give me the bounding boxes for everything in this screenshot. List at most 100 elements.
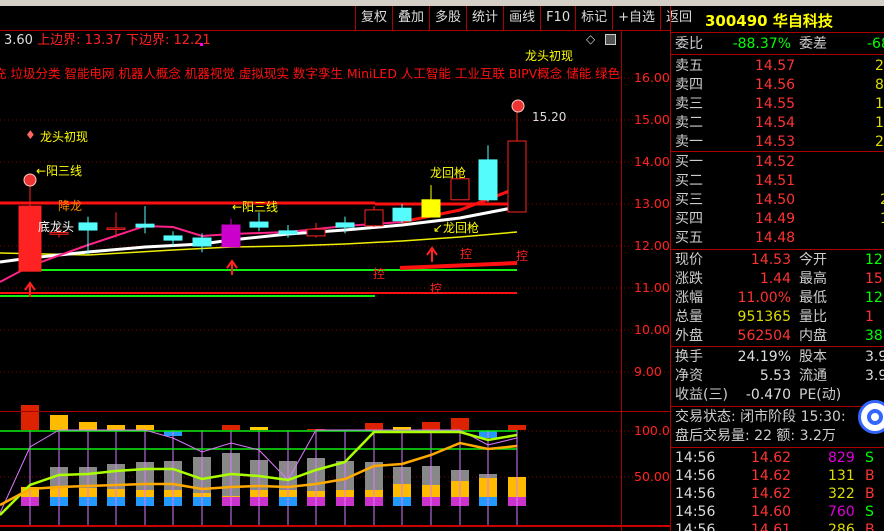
cell: -68 bbox=[867, 36, 884, 52]
buy-row: 买五 14.48 bbox=[675, 229, 884, 248]
cell: 总量 bbox=[675, 309, 703, 325]
lower-bound: 下边界: 12.21 bbox=[125, 33, 211, 48]
indicator-top-bar bbox=[422, 422, 440, 430]
cell: 今开 bbox=[799, 252, 827, 268]
cell: -0.470 bbox=[745, 387, 791, 403]
cell: 951365 bbox=[737, 309, 791, 325]
cell: 3.93 bbox=[865, 368, 884, 384]
high-price-label: 15.20 bbox=[532, 110, 567, 124]
price-axis-label: 12.00 bbox=[634, 238, 670, 253]
tick-row: 14:56 14.62 322 B bbox=[675, 485, 884, 504]
cell: 24.19% bbox=[737, 349, 791, 365]
cell: 14.56 bbox=[755, 77, 796, 93]
indicator-line-green bbox=[0, 430, 518, 516]
toolbar-button-2[interactable]: 多股 bbox=[429, 6, 466, 30]
candle-body bbox=[249, 221, 269, 228]
stat-row: 现价 14.53 今开 12 bbox=[675, 251, 884, 270]
candle-body bbox=[221, 224, 241, 248]
cell: 14.51 bbox=[755, 173, 796, 189]
cell: 1 bbox=[880, 210, 884, 229]
toolbar-button-6[interactable]: 标记 bbox=[575, 6, 612, 30]
price-axis-label: 16.00 bbox=[634, 70, 670, 85]
indicator-line-orange bbox=[0, 441, 518, 507]
candle-body bbox=[450, 178, 470, 201]
cell: 卖四 bbox=[675, 77, 703, 93]
annotation-yang-three: ←阳三线 bbox=[36, 164, 83, 178]
finance-row: 换手 24.19% 股本 3.99 bbox=[675, 348, 884, 367]
sell-row: 卖四 14.56 8 bbox=[675, 76, 884, 95]
toolbar-button-3[interactable]: 统计 bbox=[466, 6, 503, 30]
candle-body bbox=[78, 222, 98, 231]
indicator-top-bar bbox=[393, 427, 411, 430]
tick-row: 14:56 14.62 131 B bbox=[675, 467, 884, 486]
cell: 委差 bbox=[799, 36, 827, 52]
candle-body bbox=[278, 230, 298, 235]
candle-body bbox=[335, 222, 355, 228]
arrow-up-icon bbox=[426, 246, 438, 262]
cell: 14.61 bbox=[751, 522, 792, 531]
indicator-top-bar bbox=[136, 425, 154, 430]
toolbar-button-0[interactable]: 复权 bbox=[355, 6, 392, 30]
kline-chart[interactable] bbox=[0, 0, 670, 531]
cell: 14.48 bbox=[755, 230, 796, 246]
cell: 买三 bbox=[675, 192, 703, 208]
price-axis-label: 10.00 bbox=[634, 322, 670, 337]
cell: 14.53 bbox=[750, 252, 791, 268]
cell: 1 bbox=[875, 115, 884, 131]
cell: 5.53 bbox=[759, 368, 791, 384]
cell: 换手 bbox=[675, 349, 703, 365]
quote-panel: 300490 华自科技 委比 -88.37% 委差 -68 卖五 14.57 20 卖四 14.… bbox=[670, 6, 884, 531]
cell: 14.49 bbox=[755, 211, 796, 227]
cell: 286 bbox=[828, 522, 855, 531]
candle-body bbox=[478, 159, 498, 201]
indicator-axis-label: 50.00 bbox=[634, 469, 670, 484]
panel-toggle-icon[interactable] bbox=[605, 34, 616, 45]
cell: 829 bbox=[828, 450, 855, 466]
cell: 卖二 bbox=[675, 115, 703, 131]
cell: 盘后交易量: 22 额: 3.2万 bbox=[675, 428, 836, 444]
cell: B bbox=[865, 486, 875, 502]
indicator-top-bar bbox=[508, 425, 526, 430]
cell: 14.62 bbox=[751, 450, 792, 466]
cell: 最低 bbox=[799, 290, 827, 306]
cell: PE(动) bbox=[799, 387, 842, 403]
cell: 14.50 bbox=[755, 192, 796, 208]
cell: 14:56 bbox=[675, 486, 716, 502]
cell: 买二 bbox=[675, 173, 703, 189]
cell: 委比 bbox=[675, 36, 703, 52]
candle-body bbox=[163, 235, 183, 241]
toolbar-button-8[interactable]: 返回 bbox=[660, 6, 697, 30]
candle-body bbox=[18, 205, 42, 272]
finance-row: 净资 5.53 流通 3.93 bbox=[675, 367, 884, 386]
annotation-kong: 控 bbox=[516, 249, 529, 263]
cell: 内盘 bbox=[799, 328, 827, 344]
after-hours: 盘后交易量: 22 额: 3.2万 bbox=[675, 427, 884, 446]
control-line bbox=[399, 261, 518, 270]
price-axis-label: 14.00 bbox=[634, 154, 670, 169]
toolbar-button-5[interactable]: F10 bbox=[540, 6, 575, 30]
cell: S bbox=[865, 504, 874, 520]
sell-row: 卖三 14.55 16 bbox=[675, 95, 884, 114]
cell: 流通 bbox=[799, 368, 827, 384]
cell: 2 bbox=[880, 191, 884, 210]
cell: 20 bbox=[875, 58, 884, 74]
candle-body bbox=[106, 227, 126, 230]
ball-icon bbox=[511, 99, 525, 113]
marker-dot bbox=[200, 43, 203, 46]
cell: 14.62 bbox=[751, 486, 792, 502]
cell: 14.55 bbox=[755, 96, 796, 112]
candle-body bbox=[192, 237, 212, 247]
cell: 卖三 bbox=[675, 96, 703, 112]
toolbar-button-4[interactable]: 画线 bbox=[503, 6, 540, 30]
cell: 现价 bbox=[675, 252, 703, 268]
annotation-label: 龙头初现 bbox=[525, 49, 574, 63]
toolbar-button-1[interactable]: 叠加 bbox=[392, 6, 429, 30]
assistant-float-icon[interactable] bbox=[858, 400, 884, 434]
toolbar-button-7[interactable]: +自选 bbox=[612, 6, 660, 30]
diamond-icon[interactable]: ◇ bbox=[586, 32, 596, 46]
cell: 760 bbox=[828, 504, 855, 520]
cell: 3.99 bbox=[865, 349, 884, 365]
annotation-kong: 控 bbox=[460, 247, 473, 261]
cell: 净资 bbox=[675, 368, 703, 384]
stat-row: 总量 951365 量比 1 bbox=[675, 308, 884, 327]
